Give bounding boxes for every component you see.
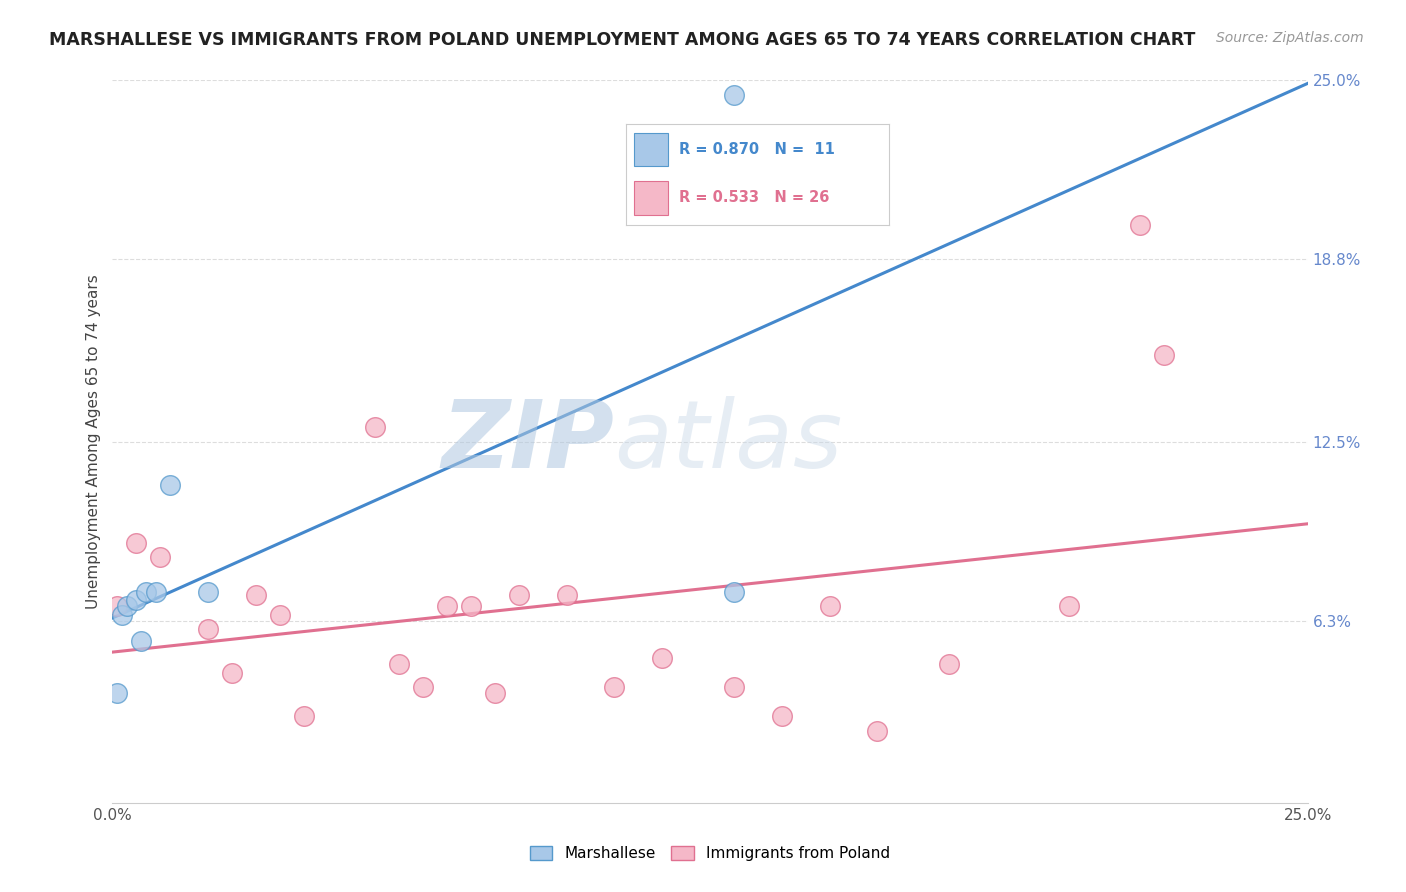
Point bbox=[125, 535, 148, 549]
Point bbox=[245, 588, 267, 602]
Legend: Marshallese, Immigrants from Poland: Marshallese, Immigrants from Poland bbox=[523, 840, 897, 867]
Point bbox=[269, 607, 291, 622]
Point bbox=[129, 634, 152, 648]
Point bbox=[412, 680, 434, 694]
Point bbox=[723, 680, 745, 694]
Point bbox=[388, 657, 411, 671]
Point bbox=[866, 723, 889, 738]
Y-axis label: Unemployment Among Ages 65 to 74 years: Unemployment Among Ages 65 to 74 years bbox=[86, 274, 101, 609]
Point bbox=[484, 686, 506, 700]
Point bbox=[364, 420, 387, 434]
Point bbox=[1153, 348, 1175, 362]
Point bbox=[159, 478, 181, 492]
Point bbox=[105, 686, 128, 700]
Point bbox=[221, 665, 243, 680]
Point bbox=[938, 657, 960, 671]
Point bbox=[723, 87, 745, 102]
Point bbox=[292, 709, 315, 723]
Text: MARSHALLESE VS IMMIGRANTS FROM POLAND UNEMPLOYMENT AMONG AGES 65 TO 74 YEARS COR: MARSHALLESE VS IMMIGRANTS FROM POLAND UN… bbox=[49, 31, 1195, 49]
Point bbox=[651, 651, 673, 665]
Point bbox=[460, 599, 482, 614]
Point bbox=[115, 599, 138, 614]
Text: Source: ZipAtlas.com: Source: ZipAtlas.com bbox=[1216, 31, 1364, 45]
Point bbox=[145, 584, 167, 599]
Point bbox=[105, 599, 128, 614]
Point bbox=[603, 680, 626, 694]
Point bbox=[135, 584, 157, 599]
Point bbox=[555, 588, 578, 602]
Point bbox=[770, 709, 793, 723]
Text: ZIP: ZIP bbox=[441, 395, 614, 488]
Point bbox=[125, 593, 148, 607]
Point bbox=[1057, 599, 1080, 614]
Point bbox=[111, 607, 134, 622]
Point bbox=[818, 599, 841, 614]
Point bbox=[508, 588, 530, 602]
Point bbox=[436, 599, 458, 614]
Point bbox=[197, 584, 219, 599]
Point bbox=[197, 623, 219, 637]
Text: atlas: atlas bbox=[614, 396, 842, 487]
Point bbox=[1129, 218, 1152, 232]
Point bbox=[149, 550, 172, 565]
Point bbox=[723, 584, 745, 599]
